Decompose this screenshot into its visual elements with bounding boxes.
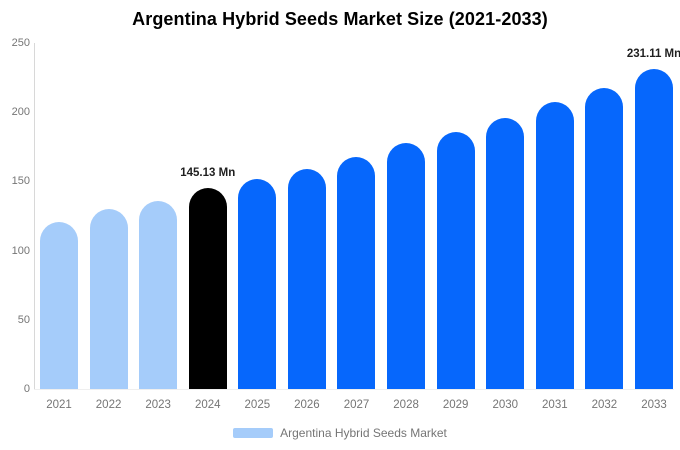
x-axis-label-2030: 2030 xyxy=(492,399,519,411)
bar-2021[interactable] xyxy=(40,221,78,389)
x-axis-label-2028: 2028 xyxy=(393,399,419,411)
y-axis-label-0: 0 xyxy=(23,383,30,395)
x-axis-label-2033: 2033 xyxy=(641,399,667,411)
bar-2022[interactable] xyxy=(89,209,128,389)
x-axis-label-2023: 2023 xyxy=(145,399,171,411)
x-axis-label-2029: 2029 xyxy=(442,399,469,411)
legend-label: Argentina Hybrid Seeds Market xyxy=(280,426,447,440)
y-axis-label-150: 150 xyxy=(11,175,30,188)
bar-2032[interactable] xyxy=(585,87,624,389)
value-label-2033: 231.11 Mn xyxy=(626,48,680,61)
y-axis-label-50: 50 xyxy=(17,313,30,326)
bar-2033[interactable] xyxy=(634,69,673,389)
bar-2025[interactable] xyxy=(238,178,277,389)
x-axis-label-2021: 2021 xyxy=(46,399,72,411)
y-axis-line xyxy=(34,43,35,390)
x-axis-label-2025: 2025 xyxy=(244,399,271,411)
bar-2026[interactable] xyxy=(287,169,326,389)
bar-2028[interactable] xyxy=(387,143,426,389)
x-axis-label-2027: 2027 xyxy=(343,399,370,411)
bar-2029[interactable] xyxy=(436,131,475,389)
y-axis-label-250: 250 xyxy=(11,37,30,49)
bar-2031[interactable] xyxy=(535,102,574,389)
legend-swatch-icon xyxy=(233,428,274,438)
bar-2030[interactable] xyxy=(486,118,525,389)
bar-2023[interactable] xyxy=(139,201,178,389)
bar-2027[interactable] xyxy=(337,157,376,389)
chart-title: Argentina Hybrid Seeds Market Size (2021… xyxy=(132,9,548,29)
y-axis-label-100: 100 xyxy=(11,244,30,257)
x-axis-label-2024: 2024 xyxy=(194,399,221,411)
x-axis-label-2031: 2031 xyxy=(542,399,568,411)
x-axis-label-2032: 2032 xyxy=(591,399,618,411)
value-label-2024: 145.13 Mn xyxy=(180,167,236,180)
legend-item[interactable]: Argentina Hybrid Seeds Market xyxy=(0,426,680,440)
y-axis-label-200: 200 xyxy=(11,106,30,119)
bar-2024[interactable] xyxy=(188,188,227,389)
x-axis-label-2022: 2022 xyxy=(95,399,122,411)
x-axis-label-2026: 2026 xyxy=(294,399,320,411)
x-axis-baseline xyxy=(34,389,674,390)
